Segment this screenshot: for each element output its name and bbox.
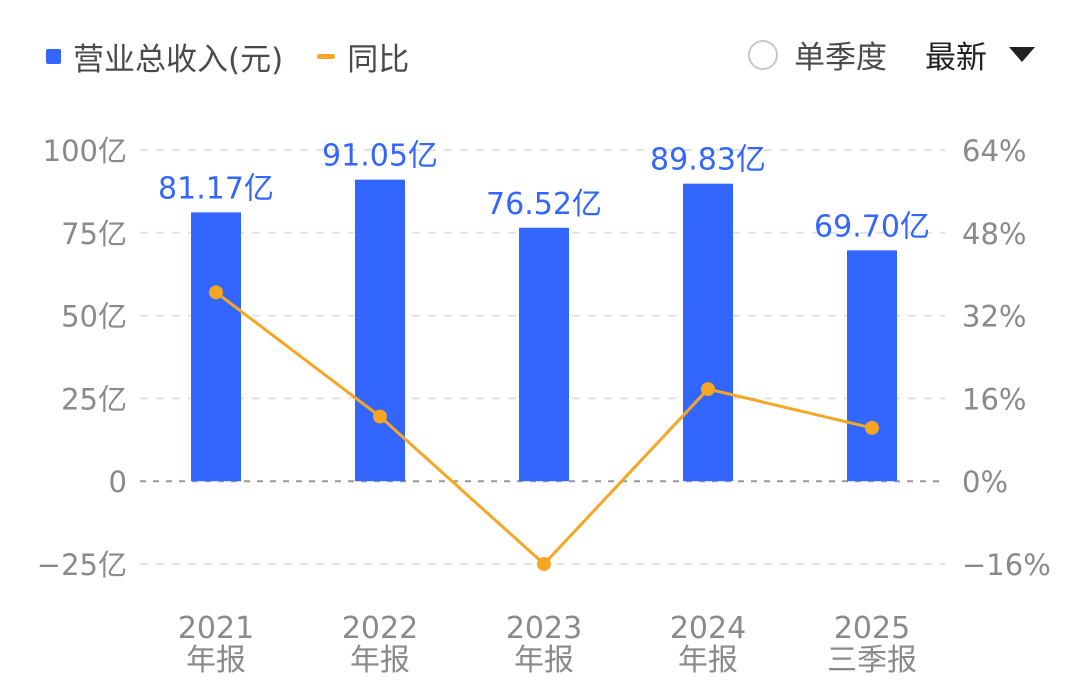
bar [355, 179, 405, 482]
y-right-tick-label: 48% [962, 217, 1026, 251]
y-left-tick-label: −25亿 [37, 548, 127, 582]
legend-swatch-bar [46, 49, 61, 64]
x-tick-label-period: 年报 [678, 643, 738, 678]
bar-value-label: 69.70亿 [814, 209, 930, 244]
y-right-tick-label: 0% [962, 465, 1008, 499]
y-right-tick-label: 16% [962, 382, 1026, 416]
x-tick-label-year: 2022 [342, 611, 418, 646]
y-left-tick-label: 50亿 [61, 300, 127, 334]
bar [847, 250, 897, 482]
chart-legend: 营业总收入(元) 同比 [46, 34, 443, 79]
legend-swatch-line [317, 54, 336, 59]
bar [191, 212, 241, 482]
bar-value-label: 89.83亿 [650, 143, 766, 178]
yoy-point [373, 409, 387, 424]
y-left-tick-label: 0 [109, 465, 127, 499]
yoy-point [209, 285, 223, 300]
legend-label-yoy: 同比 [347, 42, 410, 78]
legend-item-revenue: 营业总收入(元) [46, 34, 283, 79]
y-left-tick-label: 100亿 [43, 134, 127, 168]
latest-dropdown[interactable]: 最新 [925, 32, 1035, 77]
legend-item-yoy: 同比 [317, 34, 409, 79]
x-tick-label-year: 2024 [670, 611, 746, 646]
x-tick-label-period: 年报 [186, 643, 246, 678]
latest-dropdown-label[interactable]: 最新 [925, 40, 987, 76]
x-tick-label-year: 2021 [178, 611, 254, 646]
yoy-point [865, 420, 879, 435]
x-tick-label-year: 2025 [834, 611, 910, 646]
x-tick-label-period: 年报 [350, 643, 410, 678]
caret-down-icon[interactable] [1009, 47, 1035, 62]
y-left-tick-label: 25亿 [61, 382, 127, 416]
yoy-point [537, 557, 551, 571]
bar-value-label: 91.05亿 [322, 139, 438, 174]
bar [519, 227, 569, 482]
single-quarter-radio[interactable] [748, 39, 778, 70]
yoy-point [701, 382, 715, 397]
bar-value-label: 76.52亿 [486, 187, 602, 222]
x-tick-label-period: 三季报 [827, 643, 917, 678]
bar [683, 183, 733, 482]
single-quarter-label[interactable]: 单季度 [794, 40, 887, 76]
chart-controls: 单季度 最新 [748, 32, 1035, 77]
x-tick-label-period: 年报 [514, 643, 574, 678]
y-right-tick-label: −16% [962, 548, 1051, 582]
x-tick-label-year: 2023 [506, 611, 582, 646]
y-right-tick-label: 64% [962, 134, 1026, 168]
y-right-tick-label: 32% [962, 300, 1026, 334]
y-left-tick-label: 75亿 [61, 217, 127, 251]
legend-label-revenue: 营业总收入(元) [73, 42, 284, 78]
bar-value-label: 81.17亿 [158, 171, 274, 206]
